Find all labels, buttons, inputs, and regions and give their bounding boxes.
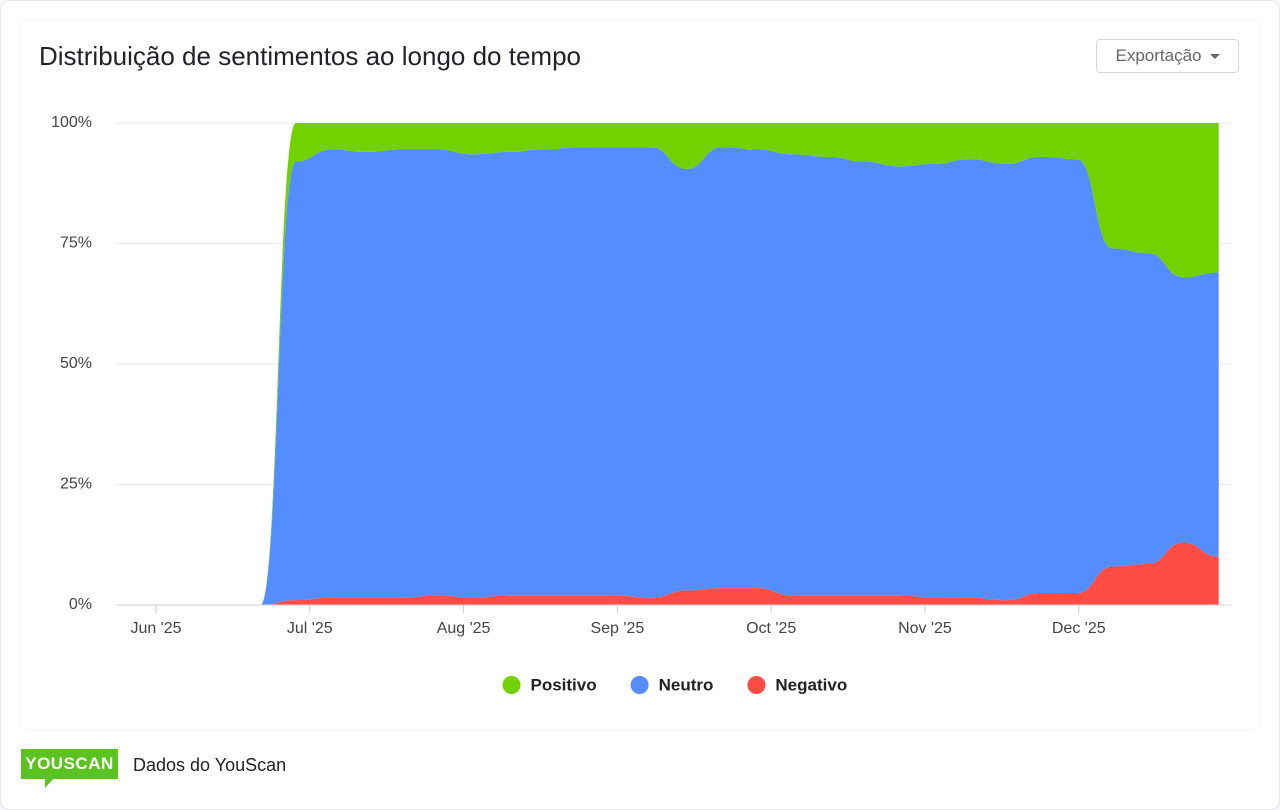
export-label[interactable]: Exportação <box>1115 46 1202 65</box>
legend-marker <box>502 676 521 694</box>
y-tick-label: 50% <box>60 355 92 372</box>
logo: YOUSCAN <box>21 749 118 779</box>
y-tick-label: 0% <box>69 596 92 613</box>
x-tick-label: Oct '25 <box>746 620 796 637</box>
area <box>117 123 1219 605</box>
x-tick-label: Jul '25 <box>287 620 333 637</box>
legend-label: Positivo <box>531 675 597 694</box>
x-tick-label: Aug '25 <box>437 620 491 637</box>
export-button[interactable]: Exportação <box>1096 39 1239 73</box>
legend-marker <box>747 676 766 694</box>
x-tick-label: Dec '25 <box>1052 620 1106 637</box>
chart-title: Distribuição de sentimentos ao longo do … <box>39 41 581 71</box>
chart: 0% 25% 50% 75% 100% Jun '25 Jul '25 Aug '25 Sep … <box>51 114 1231 694</box>
legend-marker <box>630 676 649 694</box>
logo-tip <box>45 778 54 788</box>
area <box>117 147 1219 605</box>
area <box>117 542 1219 605</box>
footer-text: Dados do YouScan <box>133 755 287 775</box>
legend-label: Negativo <box>775 675 847 694</box>
x-tick-label: Jun '25 <box>130 620 181 637</box>
caret-icon <box>1209 53 1220 59</box>
y-tick-label: 25% <box>60 476 92 493</box>
x-tick-label: Sep '25 <box>590 620 644 637</box>
legend-label: Neutro <box>659 675 714 694</box>
y-tick-label: 75% <box>60 235 92 252</box>
y-tick-label: 100% <box>51 114 92 131</box>
x-tick-label: Nov '25 <box>898 620 952 637</box>
